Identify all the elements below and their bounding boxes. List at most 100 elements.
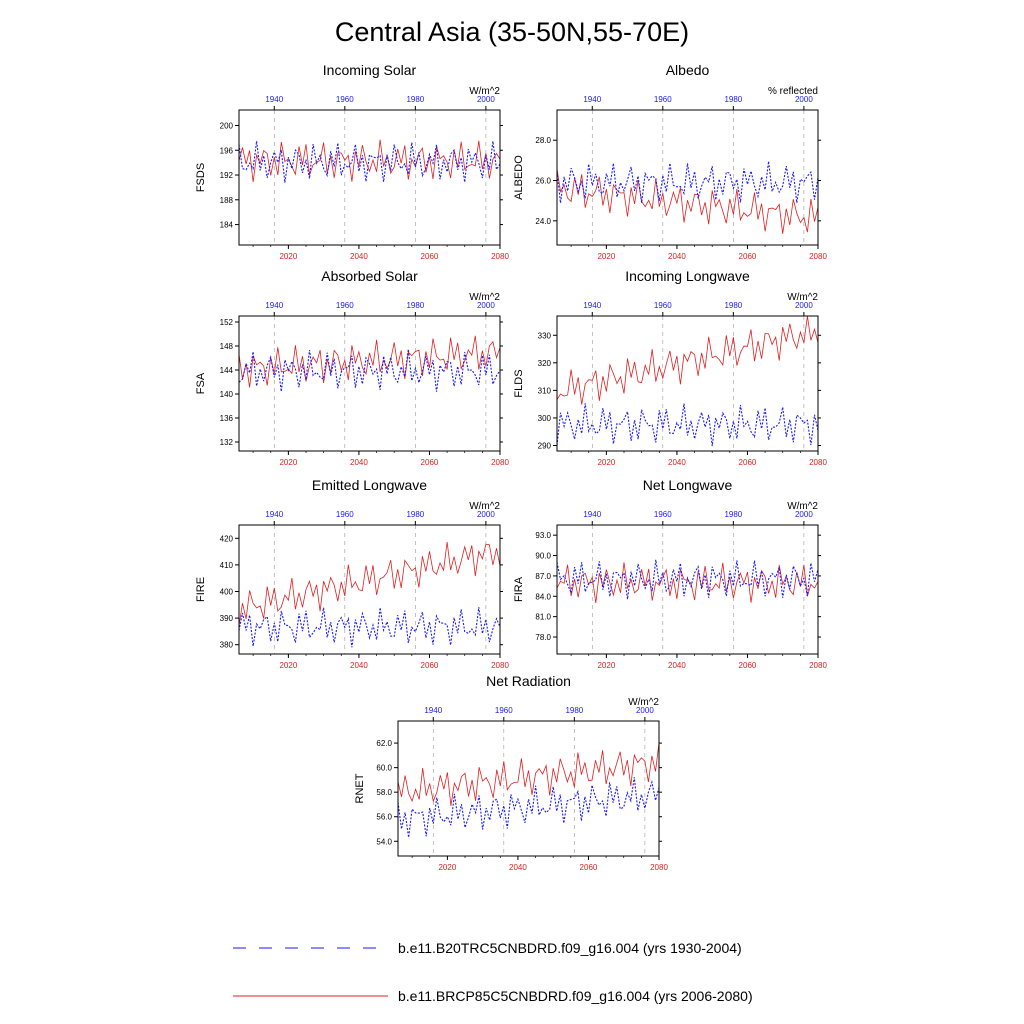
x-tick-label-bottom: 2080 xyxy=(809,458,827,467)
plot-frame xyxy=(238,109,501,246)
hist-series-line xyxy=(238,141,501,183)
x-tick-label-top: 1940 xyxy=(424,706,442,715)
x-tick-label-top: 1980 xyxy=(724,95,742,104)
x-tick-label-top: 1940 xyxy=(265,95,283,104)
x-tick-label-bottom: 2060 xyxy=(421,252,439,261)
y-tick-label: 140 xyxy=(220,390,234,399)
x-tick-label-top: 2000 xyxy=(477,301,495,310)
y-tick-label: 78.0 xyxy=(535,633,551,642)
x-tick-label-top: 1980 xyxy=(406,301,424,310)
x-tick-label-top: 1960 xyxy=(336,301,354,310)
x-tick-label-bottom: 2080 xyxy=(650,863,668,872)
hist-series-line xyxy=(238,607,501,648)
legend: b.e11.B20TRC5CNBDRD.f09_g16.004 (yrs 193… xyxy=(233,940,753,1004)
x-tick-label-top: 2000 xyxy=(795,95,813,104)
x-tick-label-top: 1960 xyxy=(336,95,354,104)
x-tick-label-bottom: 2040 xyxy=(509,863,527,872)
y-tick-label: 56.0 xyxy=(376,813,392,822)
units-label: W/m^2 xyxy=(469,86,500,97)
legend-rcp-label: b.e11.BRCP85C5CNBDRD.f09_g16.004 (yrs 20… xyxy=(398,988,753,1004)
x-tick-label-top: 1980 xyxy=(724,301,742,310)
y-tick-label: 136 xyxy=(220,414,234,423)
x-tick-label-bottom: 2020 xyxy=(597,661,615,670)
x-tick-label-bottom: 2060 xyxy=(739,661,757,670)
plot-frame xyxy=(238,315,501,452)
x-tick-label-bottom: 2040 xyxy=(350,661,368,670)
y-tick-label: 28.0 xyxy=(535,136,551,145)
x-tick-label-top: 1960 xyxy=(654,95,672,104)
units-label: W/m^2 xyxy=(628,697,659,708)
y-tick-label: 87.0 xyxy=(535,572,551,581)
y-tick-label: 26.0 xyxy=(535,177,551,186)
x-tick-label-bottom: 2020 xyxy=(597,458,615,467)
panel-albedo: Albedo % reflected ALBEDO 24.0 26.0 28.0 2020 2… xyxy=(513,62,827,261)
x-tick-label-top: 2000 xyxy=(795,301,813,310)
x-tick-label-bottom: 2060 xyxy=(421,661,439,670)
x-tick-label-top: 2000 xyxy=(477,95,495,104)
panel-title: Net Radiation xyxy=(486,673,571,689)
y-tick-label: 81.0 xyxy=(535,613,551,622)
y-tick-label: 152 xyxy=(220,318,234,327)
x-tick-label-top: 1960 xyxy=(336,510,354,519)
x-tick-label-top: 1940 xyxy=(265,301,283,310)
y-axis-label: RNET xyxy=(354,773,366,803)
y-tick-label: 320 xyxy=(538,359,552,368)
panel-rnet: Net Radiation W/m^2 RNET 54.0 56.0 58.0 60.0 62… xyxy=(354,673,668,872)
y-tick-label: 58.0 xyxy=(376,788,392,797)
x-tick-label-bottom: 2020 xyxy=(597,252,615,261)
rcp-series-line xyxy=(556,168,819,234)
y-axis-label: FIRE xyxy=(195,577,207,602)
hist-series-line xyxy=(556,559,819,600)
x-tick-label-top: 1940 xyxy=(583,95,601,104)
panel-title: Emitted Longwave xyxy=(312,477,427,493)
units-label: W/m^2 xyxy=(787,292,818,303)
y-tick-label: 196 xyxy=(220,146,234,155)
y-tick-label: 144 xyxy=(220,366,234,375)
x-tick-label-bottom: 2080 xyxy=(491,661,509,670)
panel-title: Incoming Longwave xyxy=(625,268,750,284)
x-tick-label-top: 1940 xyxy=(583,301,601,310)
panel-title: Incoming Solar xyxy=(323,62,417,78)
rcp-series-line xyxy=(238,541,501,627)
x-tick-label-bottom: 2080 xyxy=(491,458,509,467)
panel-fsds: Incoming Solar W/m^2 FSDS 184 188 192 196 200 20… xyxy=(195,62,509,261)
y-tick-label: 54.0 xyxy=(376,837,392,846)
y-tick-label: 188 xyxy=(220,196,234,205)
rcp-series-line xyxy=(556,315,819,405)
plot-frame xyxy=(556,315,819,452)
x-tick-label-bottom: 2060 xyxy=(421,458,439,467)
x-tick-label-bottom: 2060 xyxy=(739,252,757,261)
rcp-series-line xyxy=(556,562,819,604)
x-tick-label-top: 1980 xyxy=(406,510,424,519)
panel-fire: Emitted Longwave W/m^2 FIRE 380 390 400 410 420… xyxy=(195,477,509,670)
y-tick-label: 62.0 xyxy=(376,739,392,748)
panel-title: Albedo xyxy=(666,62,710,78)
x-tick-label-bottom: 2060 xyxy=(580,863,598,872)
y-axis-label: ALBEDO xyxy=(513,155,525,200)
y-axis-label: FLDS xyxy=(513,369,525,397)
y-tick-label: 400 xyxy=(220,587,234,596)
rcp-series-line xyxy=(397,742,660,806)
y-tick-label: 420 xyxy=(220,534,234,543)
x-tick-label-top: 2000 xyxy=(636,706,654,715)
y-tick-label: 310 xyxy=(538,386,552,395)
y-axis-label: FSA xyxy=(195,372,207,394)
rcp-series-line xyxy=(238,139,501,183)
y-tick-label: 380 xyxy=(220,641,234,650)
y-tick-label: 290 xyxy=(538,441,552,450)
y-tick-label: 90.0 xyxy=(535,552,551,561)
y-tick-label: 410 xyxy=(220,561,234,570)
units-label: % reflected xyxy=(768,86,818,97)
y-tick-label: 184 xyxy=(220,221,234,230)
y-axis-label: FIRA xyxy=(513,576,525,602)
x-tick-label-bottom: 2020 xyxy=(279,252,297,261)
x-tick-label-bottom: 2080 xyxy=(809,661,827,670)
y-axis-label: FSDS xyxy=(195,163,207,192)
x-tick-label-top: 1960 xyxy=(654,510,672,519)
plot-frame xyxy=(397,720,660,857)
panel-fsa: Absorbed Solar W/m^2 FSA 132 136 140 144 148 152… xyxy=(195,268,509,467)
legend-hist-label: b.e11.B20TRC5CNBDRD.f09_g16.004 (yrs 193… xyxy=(398,940,742,956)
hist-series-line xyxy=(556,161,819,203)
y-tick-label: 330 xyxy=(538,331,552,340)
